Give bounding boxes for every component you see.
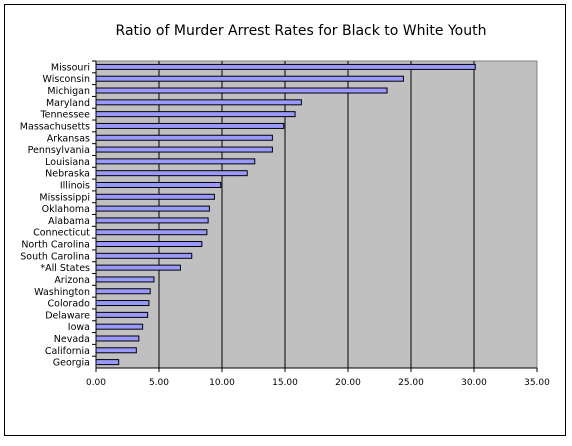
category-labels: MissouriWisconsinMichiganMarylandTenness… [20,60,96,369]
bar [95,134,273,141]
bar [95,75,404,82]
bar [95,111,296,118]
bar [95,276,155,283]
bar [95,87,388,94]
x-tick-label: 10.00 [209,378,235,388]
bar [95,181,222,188]
category-label: Missouri [51,62,90,73]
bar [95,347,137,354]
category-label: Mississippi [39,192,90,203]
bar [95,170,248,177]
bar [95,241,203,248]
x-tick-label: 20.00 [335,378,361,388]
category-label: Massachusetts [20,121,90,132]
plot-area [95,60,538,369]
category-label: Alabama [48,216,90,227]
x-tick-label: 0.00 [86,378,106,388]
chart-svg: Ratio of Murder Arrest Rates for Black t… [20,23,550,388]
x-tick-label: 25.00 [398,378,424,388]
category-label: *All States [40,263,90,274]
category-label: Iowa [68,322,90,333]
bar [95,311,149,318]
bar [95,264,181,271]
bar [95,99,302,106]
bars [95,63,476,366]
bar [95,217,209,224]
x-tick-label: 35.00 [524,378,550,388]
category-label: Illinois [60,180,90,191]
category-label: Georgia [53,358,90,369]
chart-frame: Ratio of Murder Arrest Rates for Black t… [4,4,566,436]
category-label: Pennsylvania [28,145,90,156]
bar [95,229,208,236]
bar [95,205,210,212]
bar [95,323,144,330]
bar [95,288,151,295]
category-label: Wisconsin [43,74,90,85]
bar [95,300,150,307]
bar [95,252,193,259]
bar [95,63,476,70]
category-label: Arizona [54,275,90,286]
category-label: Tennessee [39,110,90,121]
category-label: Nebraska [45,169,90,180]
category-label: California [45,346,90,357]
category-label: Nevada [54,334,90,345]
category-label: Washington [34,287,90,298]
x-axis-ticks: 0.00 5.00 10.00 15.00 20.00 25.00 30.00 35.00 [86,61,550,388]
chart-title: Ratio of Murder Arrest Rates for Black t… [116,23,487,39]
category-label: Delaware [45,310,90,321]
category-label: Connecticut [33,228,90,239]
bar [95,146,273,153]
category-label: Arkansas [47,133,90,144]
bar [95,193,215,200]
category-label: Colorado [48,299,91,310]
category-label: Michigan [47,86,90,97]
bar [95,158,256,165]
bar [95,335,140,342]
category-label: Oklahoma [42,204,90,215]
category-label: Louisiana [45,157,90,168]
x-tick-label: 15.00 [272,378,298,388]
category-label: South Carolina [20,251,90,262]
bar [95,122,285,129]
category-label: Maryland [46,98,90,109]
x-tick-label: 5.00 [149,378,169,388]
category-label: North Carolina [21,240,90,251]
bar [95,359,120,366]
x-tick-label: 30.00 [461,378,487,388]
